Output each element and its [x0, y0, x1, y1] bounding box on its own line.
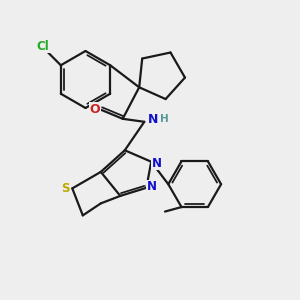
Text: N: N	[152, 157, 162, 170]
Text: Cl: Cl	[36, 40, 49, 53]
Text: H: H	[160, 114, 169, 124]
Text: N: N	[147, 180, 157, 194]
Text: N: N	[148, 113, 158, 126]
Text: S: S	[61, 182, 70, 196]
Text: O: O	[90, 103, 101, 116]
